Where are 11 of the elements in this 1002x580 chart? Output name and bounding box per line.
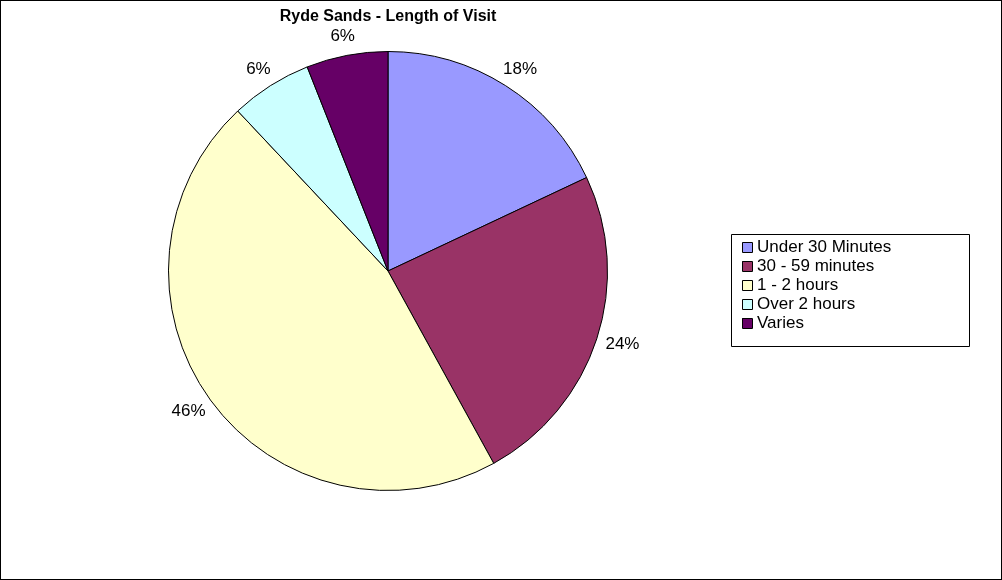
data-label: 46% bbox=[171, 400, 206, 420]
data-label: 6% bbox=[246, 59, 271, 79]
legend-label: 1 - 2 hours bbox=[757, 274, 839, 294]
chart-title: Ryde Sands - Length of Visit bbox=[279, 7, 497, 25]
data-label: 24% bbox=[605, 334, 640, 354]
data-label: 6% bbox=[330, 26, 355, 46]
legend-label: 30 - 59 minutes bbox=[757, 255, 875, 275]
legend-label: Over 2 hours bbox=[757, 293, 856, 313]
legend-label: Under 30 Minutes bbox=[757, 236, 892, 256]
data-label: 18% bbox=[503, 59, 538, 79]
legend-label: Varies bbox=[757, 312, 804, 332]
